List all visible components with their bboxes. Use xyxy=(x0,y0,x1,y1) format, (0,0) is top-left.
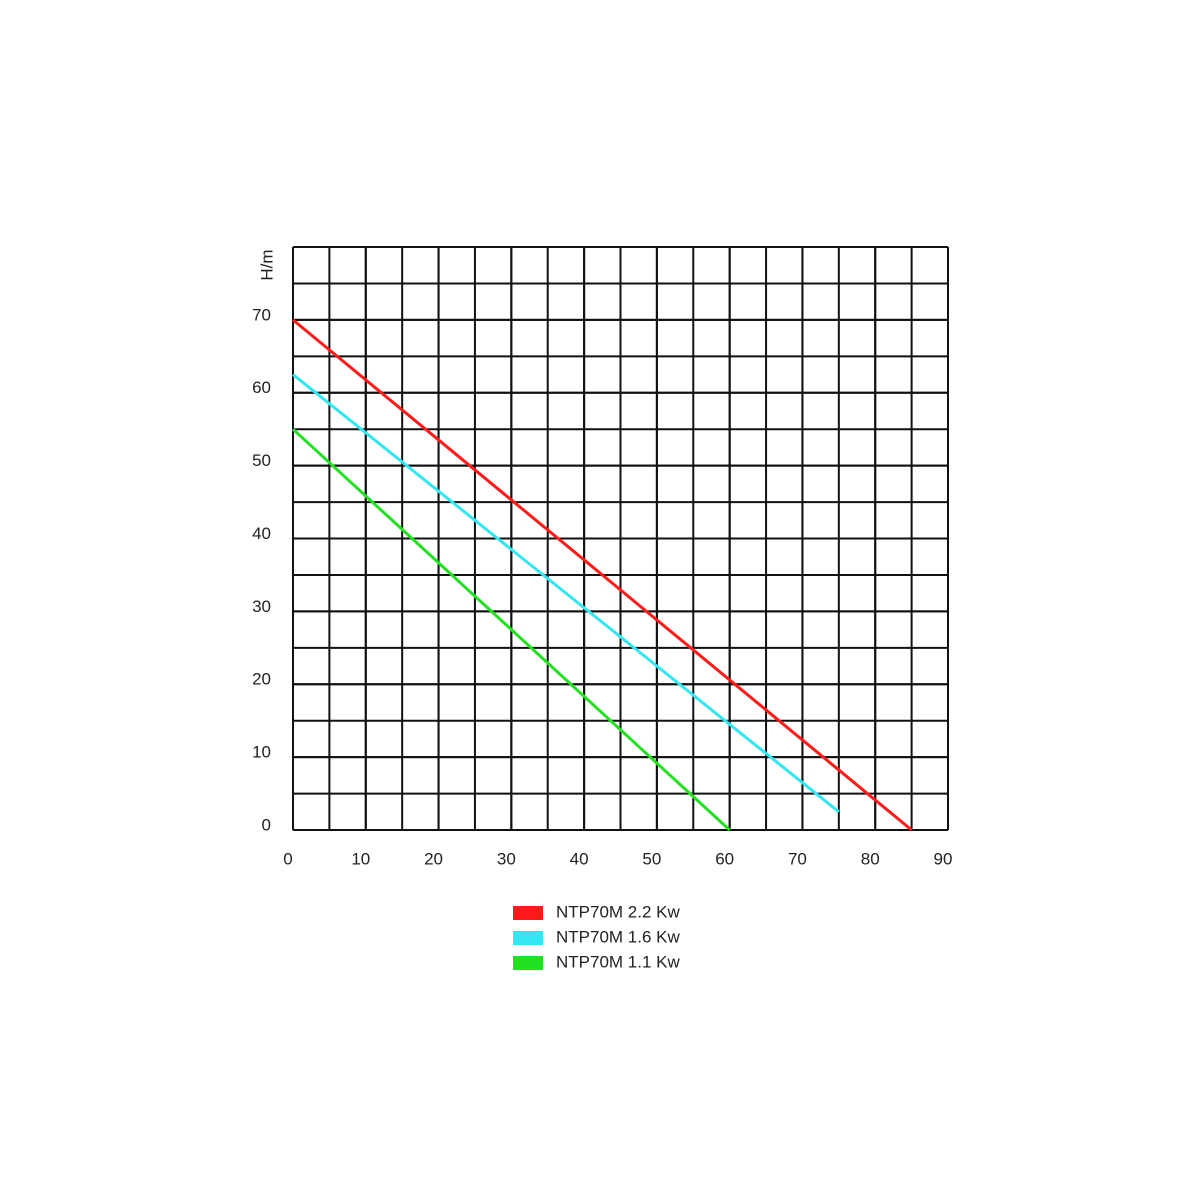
y-tick-label: 0 xyxy=(262,815,271,834)
y-axis-label: H/m xyxy=(257,249,276,280)
x-tick-label: 30 xyxy=(497,849,516,868)
x-tick-label: 80 xyxy=(861,849,880,868)
y-tick-label: 50 xyxy=(252,451,271,470)
legend-label: NTP70M 1.6 Kw xyxy=(556,927,680,946)
x-tick-label: 10 xyxy=(351,849,370,868)
x-tick-label: 50 xyxy=(642,849,661,868)
x-tick-label: 20 xyxy=(424,849,443,868)
series-line xyxy=(291,428,731,832)
series-line xyxy=(292,373,840,813)
x-tick-label: 40 xyxy=(570,849,589,868)
legend-label: NTP70M 1.1 Kw xyxy=(556,952,680,971)
legend-swatch xyxy=(513,931,543,945)
legend-swatch xyxy=(513,956,543,970)
legend-label: NTP70M 2.2 Kw xyxy=(556,902,680,921)
y-tick-label: 60 xyxy=(252,378,271,397)
y-tick-label: 30 xyxy=(252,597,271,616)
y-tick-label: 40 xyxy=(252,524,271,543)
y-tick-label: 70 xyxy=(252,305,271,324)
series-line xyxy=(292,318,913,832)
x-tick-label: 90 xyxy=(934,849,953,868)
x-tick-label: 60 xyxy=(715,849,734,868)
legend-swatch xyxy=(513,906,543,920)
x-tick-label: 0 xyxy=(283,849,292,868)
x-tick-label: 70 xyxy=(788,849,807,868)
y-tick-label: 20 xyxy=(252,670,271,689)
y-tick-label: 10 xyxy=(252,743,271,762)
